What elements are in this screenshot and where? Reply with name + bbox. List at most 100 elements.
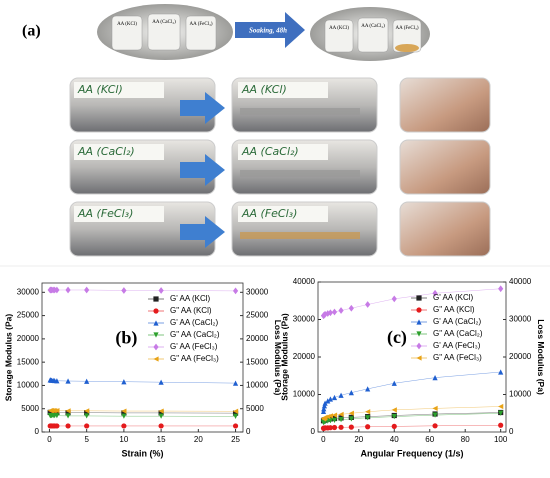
data-point (65, 408, 71, 414)
vial (147, 13, 181, 51)
label-tape (74, 82, 164, 98)
data-point (158, 408, 164, 414)
x-tick-label: 15 (157, 435, 166, 444)
photo (399, 139, 491, 195)
photo-label: AA (CaCl₂) (77, 145, 135, 158)
data-point (84, 378, 90, 384)
label-tape (238, 82, 328, 98)
data-point (348, 424, 354, 430)
data-point (432, 375, 438, 381)
data-point (327, 309, 334, 317)
data-point (391, 295, 397, 303)
photo-grid: AA (KCl) AA (KCl) AA (CaCl₂) AA (CaCl₂) AA (… (69, 77, 491, 257)
data-point (498, 410, 504, 416)
legend-label: G' AA (KCl) (170, 294, 211, 303)
y2-tick-label: 25000 (246, 311, 269, 320)
y-axis-label: Storage Modulus (Pa) (3, 314, 13, 402)
data-point (327, 418, 334, 424)
vial-label: AA (FeCl₃) (190, 22, 213, 27)
photo-label: AA (KCl) (77, 83, 123, 96)
data-point (365, 424, 371, 430)
vial (357, 17, 389, 53)
legend-label: G' AA (CaCl₂) (433, 317, 482, 326)
data-point (331, 412, 338, 418)
x-tick-label: 0 (321, 435, 326, 444)
x-tick-label: 10 (119, 435, 128, 444)
data-point (54, 423, 60, 429)
data-point (325, 398, 331, 404)
y-tick-label: 30000 (293, 315, 316, 324)
data-point (232, 287, 239, 295)
data-point (322, 400, 328, 406)
y2-axis-label: Loss Modulus (Pa) (273, 320, 283, 396)
vial (185, 15, 217, 51)
hydrogel-strip (240, 232, 360, 239)
data-point (338, 417, 344, 423)
arrow (180, 92, 225, 124)
data-point (320, 408, 327, 414)
vial-label: AA (KCl) (117, 22, 137, 27)
legend-marker (153, 343, 159, 351)
data-point (331, 424, 338, 431)
legend-marker (416, 331, 422, 337)
vial-label: AA (KCl) (329, 26, 349, 31)
data-point (338, 392, 344, 398)
hydrogel-strip (240, 108, 360, 115)
data-point (365, 301, 371, 308)
legend-marker (153, 296, 159, 302)
data-point (54, 407, 60, 414)
y2-tick-label: 20000 (509, 352, 532, 361)
x-tick-label: 80 (461, 435, 470, 444)
hydrogel-strip (240, 170, 360, 177)
legend-marker (153, 308, 159, 314)
vial (324, 19, 354, 53)
y-tick-label: 15000 (17, 357, 40, 366)
y2-tick-label: 30000 (246, 287, 269, 296)
series-line (50, 289, 236, 292)
data-point (121, 408, 127, 414)
data-point (158, 379, 164, 385)
data-point (432, 289, 438, 297)
data-point (338, 307, 344, 314)
y-axis-label: Storage Modulus (Pa) (279, 313, 289, 401)
arrow (235, 12, 305, 48)
legend-marker (153, 320, 159, 326)
photo-label: AA (FeCl₃) (77, 207, 133, 220)
vials-after: AA (KCl) AA (CaCl₂) AA (FeCl₃) (324, 17, 422, 53)
vial (111, 15, 143, 51)
series-line (323, 371, 501, 412)
series-line (50, 415, 236, 417)
data-point (84, 423, 90, 429)
data-point (54, 378, 60, 384)
data-point (432, 423, 438, 429)
data-point (158, 423, 164, 429)
data-point (327, 425, 334, 431)
panel-label: (c) (387, 327, 407, 348)
y-tick-label: 20000 (293, 352, 316, 361)
y-tick-label: 0 (311, 427, 316, 436)
data-point (232, 423, 239, 429)
photo-label: AA (FeCl₃) (241, 207, 297, 220)
data-point (158, 287, 164, 294)
legend-marker (416, 307, 422, 313)
x-axis-label: Angular Frequency (1/s) (360, 448, 463, 458)
data-point (327, 396, 334, 402)
legend-label: G" AA (FeCl₃) (170, 354, 219, 363)
legend-marker (416, 319, 422, 325)
data-point (321, 403, 328, 409)
data-point (158, 413, 164, 419)
vial-label: AA (FeCl₃) (396, 26, 419, 31)
data-point (432, 412, 438, 418)
data-point (232, 408, 239, 414)
y2-tick-label: 0 (509, 427, 514, 436)
data-point (365, 409, 371, 415)
x-tick-label: 25 (231, 435, 240, 444)
label-tape (238, 206, 328, 222)
data-point (498, 369, 504, 375)
y2-tick-label: 15000 (246, 357, 269, 366)
legend-label: G" AA (FeCl₃) (433, 353, 482, 362)
data-point (327, 413, 334, 419)
series-line (50, 412, 236, 414)
data-point (331, 394, 338, 401)
y-tick-label: 25000 (17, 311, 40, 320)
